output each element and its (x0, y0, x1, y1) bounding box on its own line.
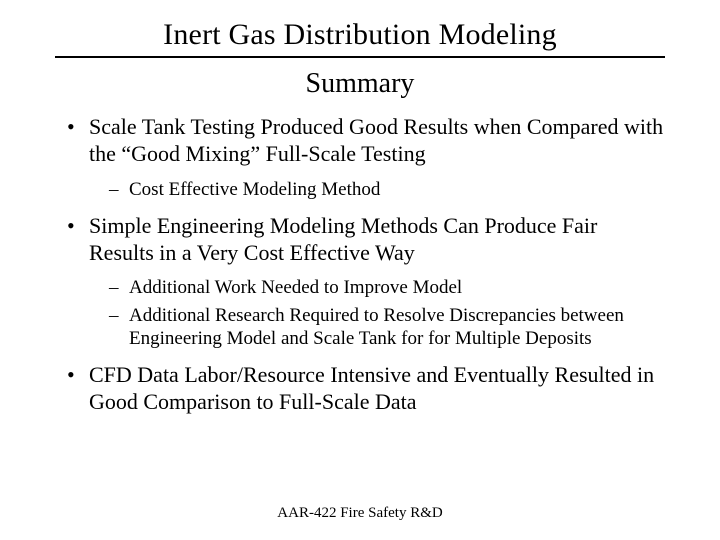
list-item: CFD Data Labor/Resource Intensive and Ev… (55, 362, 665, 416)
list-item: Additional Work Needed to Improve Model (89, 276, 665, 299)
bullet-text: Simple Engineering Modeling Methods Can … (89, 213, 597, 265)
list-item: Scale Tank Testing Produced Good Results… (55, 114, 665, 201)
page-title: Inert Gas Distribution Modeling (55, 18, 665, 56)
list-item: Simple Engineering Modeling Methods Can … (55, 213, 665, 350)
sub-bullet-list: Additional Work Needed to Improve Model … (89, 276, 665, 350)
title-underline (55, 56, 665, 58)
page-subtitle: Summary (55, 68, 665, 100)
bullet-list: Scale Tank Testing Produced Good Results… (55, 114, 665, 416)
list-item: Cost Effective Modeling Method (89, 178, 665, 201)
sub-bullet-text: Cost Effective Modeling Method (129, 179, 380, 200)
sub-bullet-list: Cost Effective Modeling Method (89, 178, 665, 201)
sub-bullet-text: Additional Research Required to Resolve … (129, 305, 624, 349)
bullet-text: CFD Data Labor/Resource Intensive and Ev… (89, 362, 654, 414)
sub-bullet-text: Additional Work Needed to Improve Model (129, 277, 462, 298)
list-item: Additional Research Required to Resolve … (89, 304, 665, 350)
bullet-text: Scale Tank Testing Produced Good Results… (89, 114, 663, 166)
footer-text: AAR-422 Fire Safety R&D (0, 505, 720, 522)
slide: Inert Gas Distribution Modeling Summary … (0, 0, 720, 540)
